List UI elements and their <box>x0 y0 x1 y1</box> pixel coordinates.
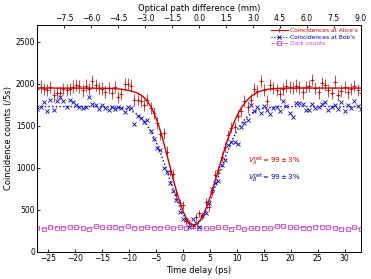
Dark counts <box>352 226 357 229</box>
Coincidences at Alice's <box>358 86 363 90</box>
Dark counts <box>35 226 40 230</box>
Text: $V_A^{\rm net}=99\pm3\%$: $V_A^{\rm net}=99\pm3\%$ <box>247 155 300 168</box>
Line: Coincidences at Alice's: Coincidences at Alice's <box>37 88 361 225</box>
Coincidences at Alice's <box>191 223 196 227</box>
Coincidences at Bob's <box>189 223 193 226</box>
Coincidences at Bob's <box>301 105 305 108</box>
Dark counts <box>358 227 363 231</box>
Text: $V_B^{\rm net}=99\pm3\%$: $V_B^{\rm net}=99\pm3\%$ <box>247 172 300 186</box>
Coincidences at Alice's <box>228 130 233 133</box>
Coincidences at Bob's <box>191 223 195 227</box>
Coincidences at Alice's <box>301 86 305 90</box>
Coincidences at Alice's <box>189 222 193 225</box>
Dark counts <box>275 225 279 228</box>
Coincidences at Bob's <box>358 105 363 108</box>
Coincidences at Alice's <box>351 86 356 90</box>
Dark counts <box>132 226 137 229</box>
X-axis label: Time delay (ps): Time delay (ps) <box>167 266 232 275</box>
X-axis label: Optical path difference (mm): Optical path difference (mm) <box>138 4 260 13</box>
Coincidences at Alice's <box>211 186 215 189</box>
Coincidences at Bob's <box>351 105 356 108</box>
Coincidences at Bob's <box>211 191 215 194</box>
Dark counts <box>139 226 143 229</box>
Dark counts <box>106 226 111 229</box>
Coincidences at Bob's <box>35 105 40 108</box>
Coincidences at Alice's <box>35 86 40 90</box>
Coincidences at Bob's <box>228 142 233 146</box>
Coincidences at Bob's <box>191 223 196 227</box>
Line: Dark counts: Dark counts <box>36 224 363 231</box>
Dark counts <box>190 224 195 227</box>
Legend: Coincidences at Alice's, Coincidences at Bob's, Dark counts: Coincidences at Alice's, Coincidences at… <box>270 27 359 47</box>
Dark counts <box>346 228 350 231</box>
Dark counts <box>255 226 260 230</box>
Coincidences at Alice's <box>191 223 195 227</box>
Y-axis label: Coincidence counts (/5s): Coincidence counts (/5s) <box>4 86 13 191</box>
Line: Coincidences at Bob's: Coincidences at Bob's <box>37 107 361 225</box>
